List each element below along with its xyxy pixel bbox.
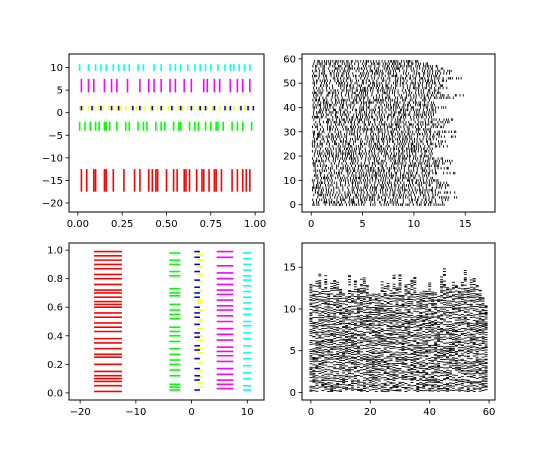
y-tick-label: 0.0 — [47, 388, 63, 399]
y-tick-label: 0.6 — [47, 303, 63, 314]
event-series-1 — [309, 268, 488, 393]
y-tick-label: 0 — [57, 108, 63, 119]
subplot-2: 0 5 10 15 0 10 20 30 40 50 60 — [283, 53, 496, 230]
y-tick-label: −15 — [42, 176, 63, 187]
y-tick-label: 1.0 — [47, 246, 63, 257]
y-tick-label: 50 — [283, 79, 296, 90]
x-tick-label: 0.25 — [111, 219, 133, 230]
event-series-4 — [194, 250, 200, 391]
event-series-1 — [80, 169, 251, 192]
event-lines — [78, 64, 255, 192]
event-series-5 — [80, 78, 251, 93]
x-tick-label: −10 — [125, 407, 146, 418]
y-tick-label: 40 — [283, 103, 296, 114]
event-series-3 — [78, 105, 251, 111]
y-tick-label: 0.4 — [47, 331, 63, 342]
x-tick-label: 0.75 — [200, 219, 222, 230]
event-series-1 — [94, 250, 122, 393]
subplot-3: −20 −10 0 10 0.0 0.2 0.4 0.6 0.8 1.0 — [47, 242, 265, 418]
event-series-2 — [169, 252, 181, 391]
x-tick-label: 0.00 — [67, 219, 89, 230]
x-tick-label: 0 — [188, 407, 194, 418]
event-series-5 — [216, 250, 234, 390]
x-tick-label: 5 — [359, 219, 365, 230]
event-series-6 — [243, 252, 252, 391]
y-tick-label: 20 — [283, 152, 296, 163]
x-tick-label: 15 — [459, 219, 472, 230]
axes-frame — [68, 242, 265, 401]
x-tick-label: 10 — [241, 407, 254, 418]
y-tick-label: 10 — [283, 176, 296, 187]
y-tick-label: 60 — [283, 54, 296, 65]
x-tick-label: −20 — [70, 407, 91, 418]
x-tick-label: 1.00 — [244, 219, 266, 230]
event-lines — [309, 268, 488, 393]
event-series-3 — [197, 253, 203, 388]
y-tick-label: 30 — [283, 127, 296, 138]
y-tick-label: 5 — [57, 86, 63, 97]
x-tick-label: 0.50 — [155, 219, 177, 230]
event-series-2 — [78, 121, 253, 131]
x-tick-label: 0 — [308, 219, 314, 230]
y-tick-label: 0.8 — [47, 274, 63, 285]
event-lines — [94, 250, 252, 393]
axes-frame — [301, 53, 496, 213]
event-series-6 — [78, 64, 251, 71]
y-tick-label: −20 — [42, 198, 63, 209]
y-tick-label: −5 — [48, 131, 63, 142]
event-lines — [311, 60, 464, 206]
event-series-4 — [80, 105, 255, 111]
y-tick-label: 0.2 — [47, 360, 63, 371]
x-tick-label: 10 — [408, 219, 421, 230]
event-series-1 — [311, 60, 464, 206]
y-tick-label: −10 — [42, 153, 63, 164]
subplot-1: 0.00 0.25 0.50 0.75 1.00 10 5 0 −5 −10 −15 −20 — [42, 53, 266, 230]
y-tick-label: 10 — [50, 63, 63, 74]
y-tick-label: 0 — [290, 200, 296, 211]
